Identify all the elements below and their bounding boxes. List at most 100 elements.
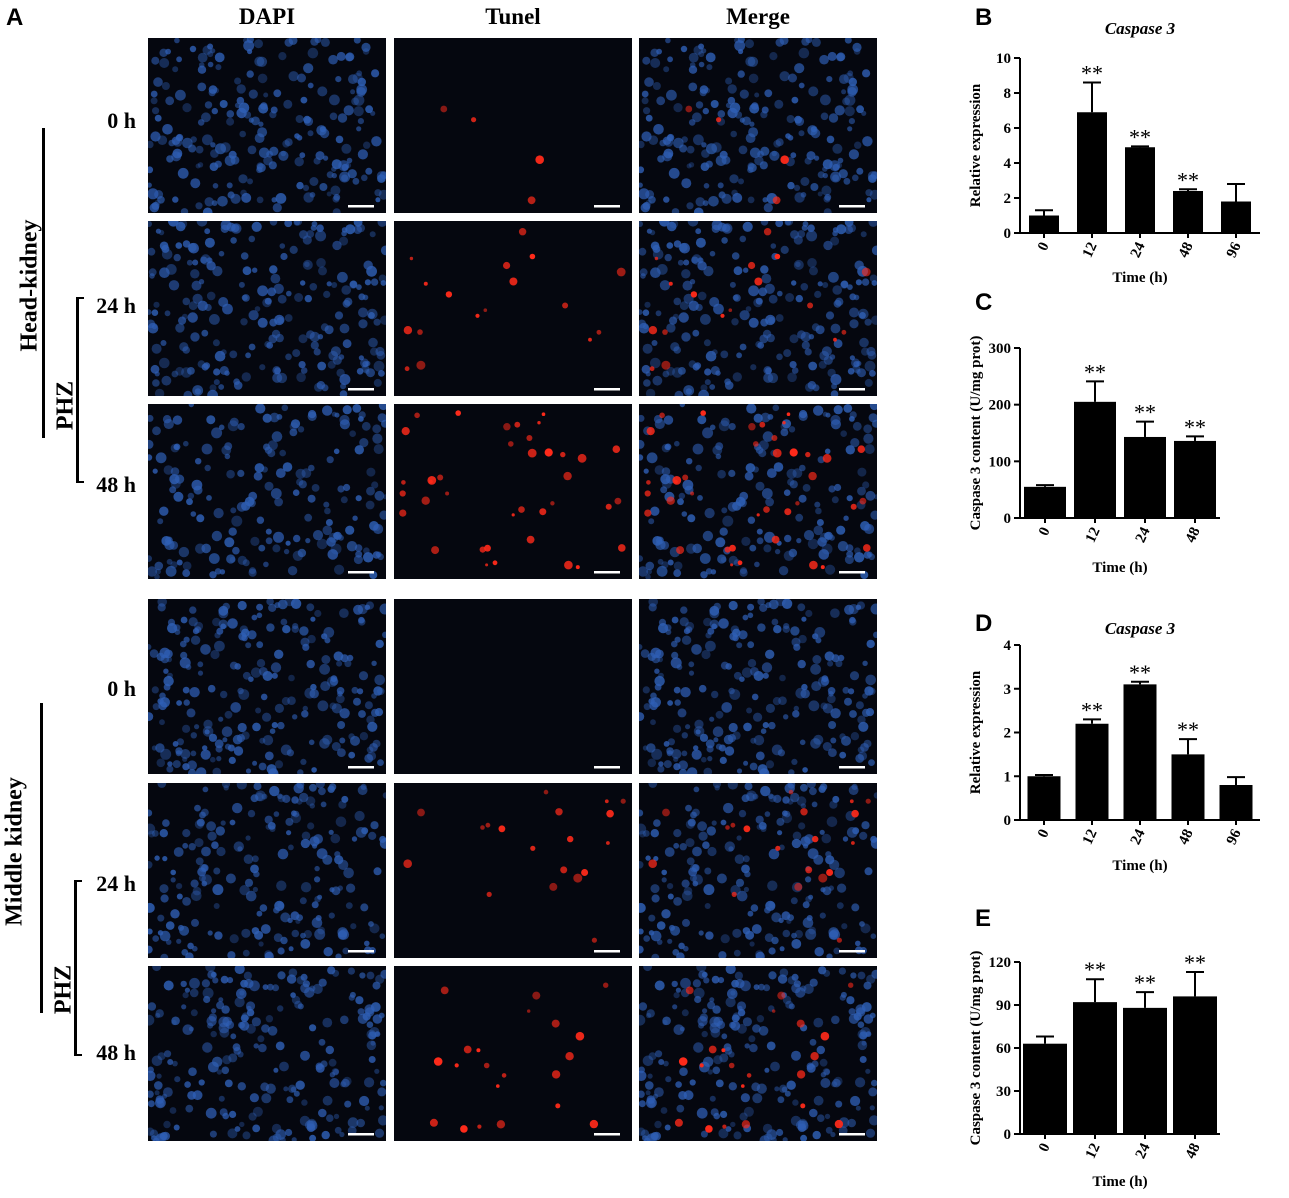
nucleus xyxy=(639,830,647,838)
y-tick-label: 30 xyxy=(996,1084,1011,1100)
nucleus xyxy=(646,1012,652,1019)
nucleus xyxy=(328,912,335,919)
nucleus xyxy=(151,1055,163,1067)
nucleus xyxy=(826,135,835,144)
nucleus xyxy=(768,901,775,909)
x-tick-label: 0 xyxy=(1035,827,1053,841)
nucleus xyxy=(790,792,800,803)
nucleus xyxy=(256,516,265,524)
nucleus xyxy=(822,282,829,288)
nucleus xyxy=(699,85,709,94)
significance-marker: ** xyxy=(1081,61,1103,86)
tunel-positive-cell xyxy=(741,1084,745,1088)
nucleus xyxy=(220,820,226,826)
nucleus xyxy=(331,166,337,172)
nucleus xyxy=(642,686,650,694)
nucleus xyxy=(291,1137,297,1141)
nucleus xyxy=(169,474,180,485)
tunel-positive-cell xyxy=(509,277,518,286)
nucleus xyxy=(700,314,711,325)
nucleus xyxy=(754,156,764,166)
nucleus xyxy=(256,603,264,611)
nucleus xyxy=(283,1086,289,1092)
nucleus xyxy=(188,1026,194,1032)
tunel-positive-cell xyxy=(503,261,511,270)
nucleus xyxy=(361,174,368,182)
nucleus xyxy=(787,372,797,383)
nucleus xyxy=(280,936,288,945)
nucleus xyxy=(262,712,272,722)
nucleus xyxy=(731,1014,740,1023)
nucleus xyxy=(868,759,875,766)
nucleus xyxy=(704,903,711,909)
nucleus xyxy=(737,70,745,78)
nucleus xyxy=(318,1108,327,1118)
nucleus xyxy=(859,337,869,348)
nucleus xyxy=(311,901,319,909)
tunel-positive-cell xyxy=(575,1031,585,1041)
nucleus xyxy=(690,864,699,873)
nucleus xyxy=(776,353,783,361)
nucleus xyxy=(753,671,764,681)
nucleus xyxy=(729,1021,736,1029)
nucleus xyxy=(737,1023,747,1034)
nucleus xyxy=(162,1093,168,1099)
nucleus xyxy=(342,1076,352,1086)
tunel-positive-cell xyxy=(756,513,760,517)
nucleus xyxy=(725,997,736,1008)
nucleus xyxy=(271,722,278,729)
nucleus xyxy=(239,885,250,896)
nucleus xyxy=(230,507,237,514)
nucleus xyxy=(816,1045,825,1055)
nucleus xyxy=(294,157,304,167)
nucleus xyxy=(694,995,702,1004)
nucleus xyxy=(148,809,153,817)
nucleus xyxy=(213,867,221,875)
tunel-positive-cell xyxy=(560,451,566,458)
nucleus xyxy=(739,1112,748,1121)
nucleus xyxy=(372,739,381,748)
nucleus xyxy=(700,384,708,392)
nucleus xyxy=(831,496,839,504)
tunel-positive-cell xyxy=(518,228,527,236)
nucleus xyxy=(763,203,773,213)
tunel-positive-cell xyxy=(820,1031,830,1041)
nucleus xyxy=(299,230,308,239)
nucleus xyxy=(688,52,699,63)
nucleus xyxy=(337,691,343,697)
nucleus xyxy=(668,167,680,179)
nucleus xyxy=(752,466,759,473)
nucleus xyxy=(181,367,192,378)
nucleus xyxy=(236,107,247,119)
tunel-positive-cell xyxy=(445,491,450,496)
nucleus xyxy=(214,739,224,749)
nucleus xyxy=(656,96,666,106)
nucleus xyxy=(275,1041,285,1051)
nucleus xyxy=(811,801,818,808)
nucleus xyxy=(378,1115,386,1126)
nucleus xyxy=(688,300,699,311)
nucleus xyxy=(808,700,820,712)
nucleus xyxy=(663,760,672,769)
nucleus xyxy=(309,1134,317,1141)
nucleus xyxy=(776,1128,784,1137)
nucleus xyxy=(762,197,768,203)
nucleus xyxy=(183,699,190,706)
micrograph-merge-middle-kidney-0h xyxy=(639,599,877,774)
nucleus xyxy=(811,681,822,692)
nucleus xyxy=(639,247,647,256)
nucleus xyxy=(207,1022,214,1029)
nucleus xyxy=(166,765,174,773)
bar xyxy=(1171,754,1205,820)
nucleus xyxy=(248,117,254,123)
nucleus xyxy=(177,167,189,179)
tunel-positive-cell xyxy=(575,565,580,570)
nucleus xyxy=(740,567,747,575)
nucleus xyxy=(253,870,260,878)
nucleus xyxy=(262,984,269,990)
nucleus xyxy=(706,143,717,155)
nucleus xyxy=(212,183,219,189)
nucleus xyxy=(172,196,179,203)
nucleus xyxy=(305,538,311,544)
